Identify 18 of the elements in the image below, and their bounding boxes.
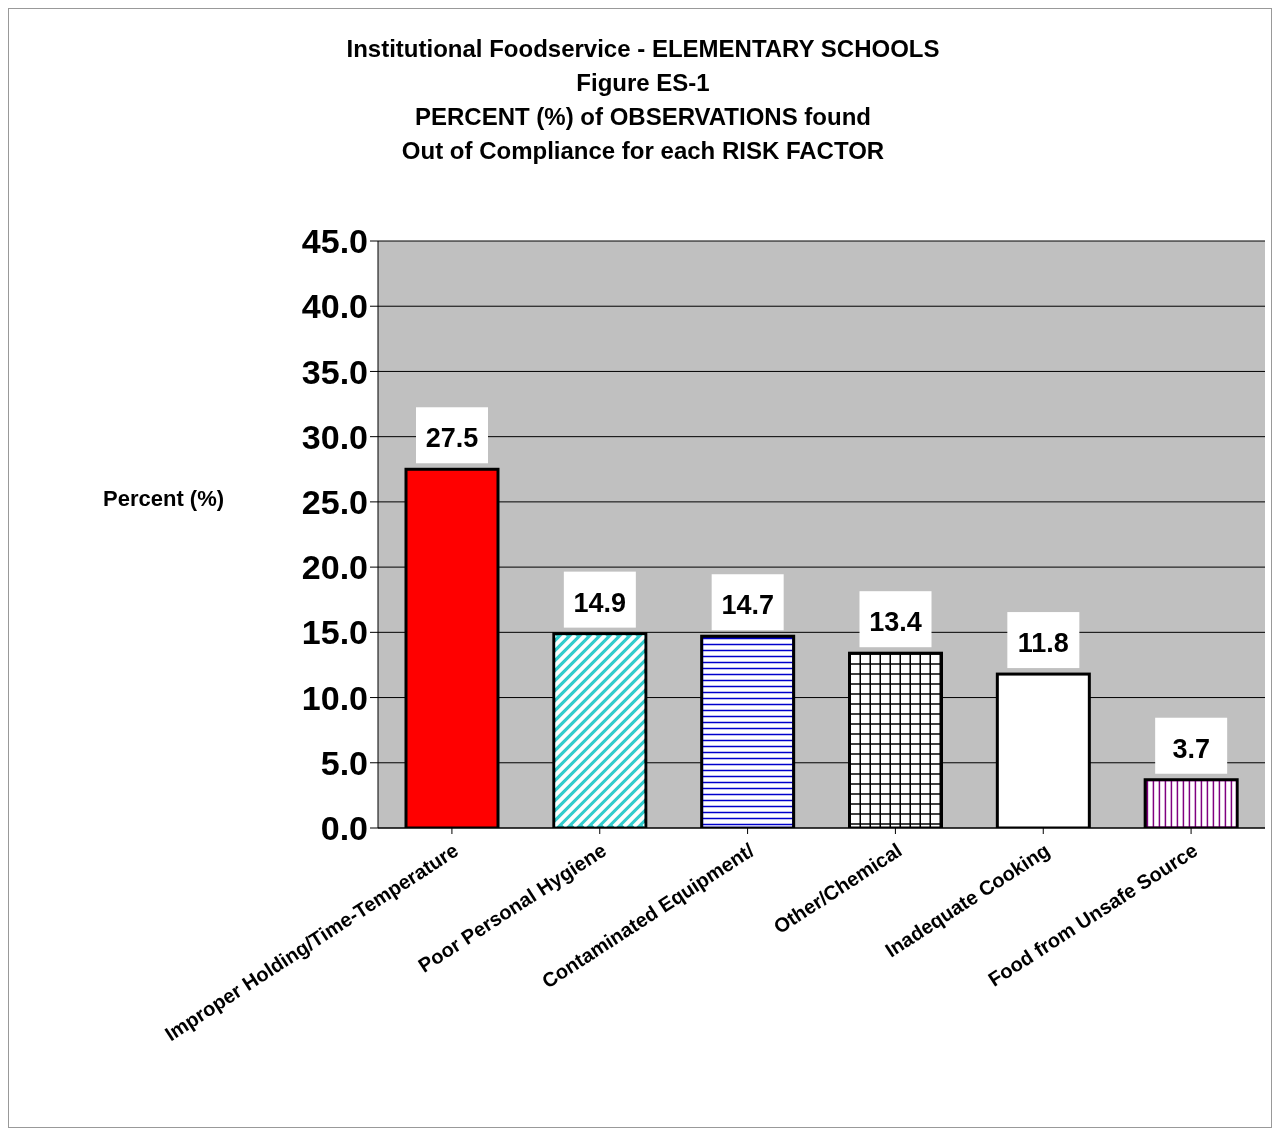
data-label: 11.8: [1017, 628, 1069, 659]
y-tick-label: 0.0: [320, 809, 368, 848]
y-tick-label: 30.0: [301, 417, 368, 456]
data-label: 3.7: [1172, 733, 1210, 764]
y-tick-label: 20.0: [301, 548, 368, 587]
y-tick-label: 35.0: [301, 352, 368, 391]
y-tick-label: 25.0: [301, 482, 368, 521]
y-tick-label: 40.0: [301, 287, 368, 326]
data-label: 13.4: [869, 607, 922, 638]
y-axis-title: Percent (%): [103, 486, 225, 512]
data-label: 14.7: [721, 590, 774, 621]
y-tick-label: 10.0: [301, 678, 368, 717]
chart-title: Institutional Foodservice - ELEMENTARY SCHOOLS Figure ES-1 PERCENT (%) of OBSERVATIONS found Out of Compliance for each RISK FACTOR: [345, 34, 941, 166]
y-tick-label: 15.0: [301, 613, 368, 652]
y-tick-label: 5.0: [320, 743, 368, 782]
y-tick-label: 45.0: [301, 222, 368, 261]
data-label: 27.5: [425, 423, 479, 454]
data-label: 14.9: [573, 587, 627, 618]
